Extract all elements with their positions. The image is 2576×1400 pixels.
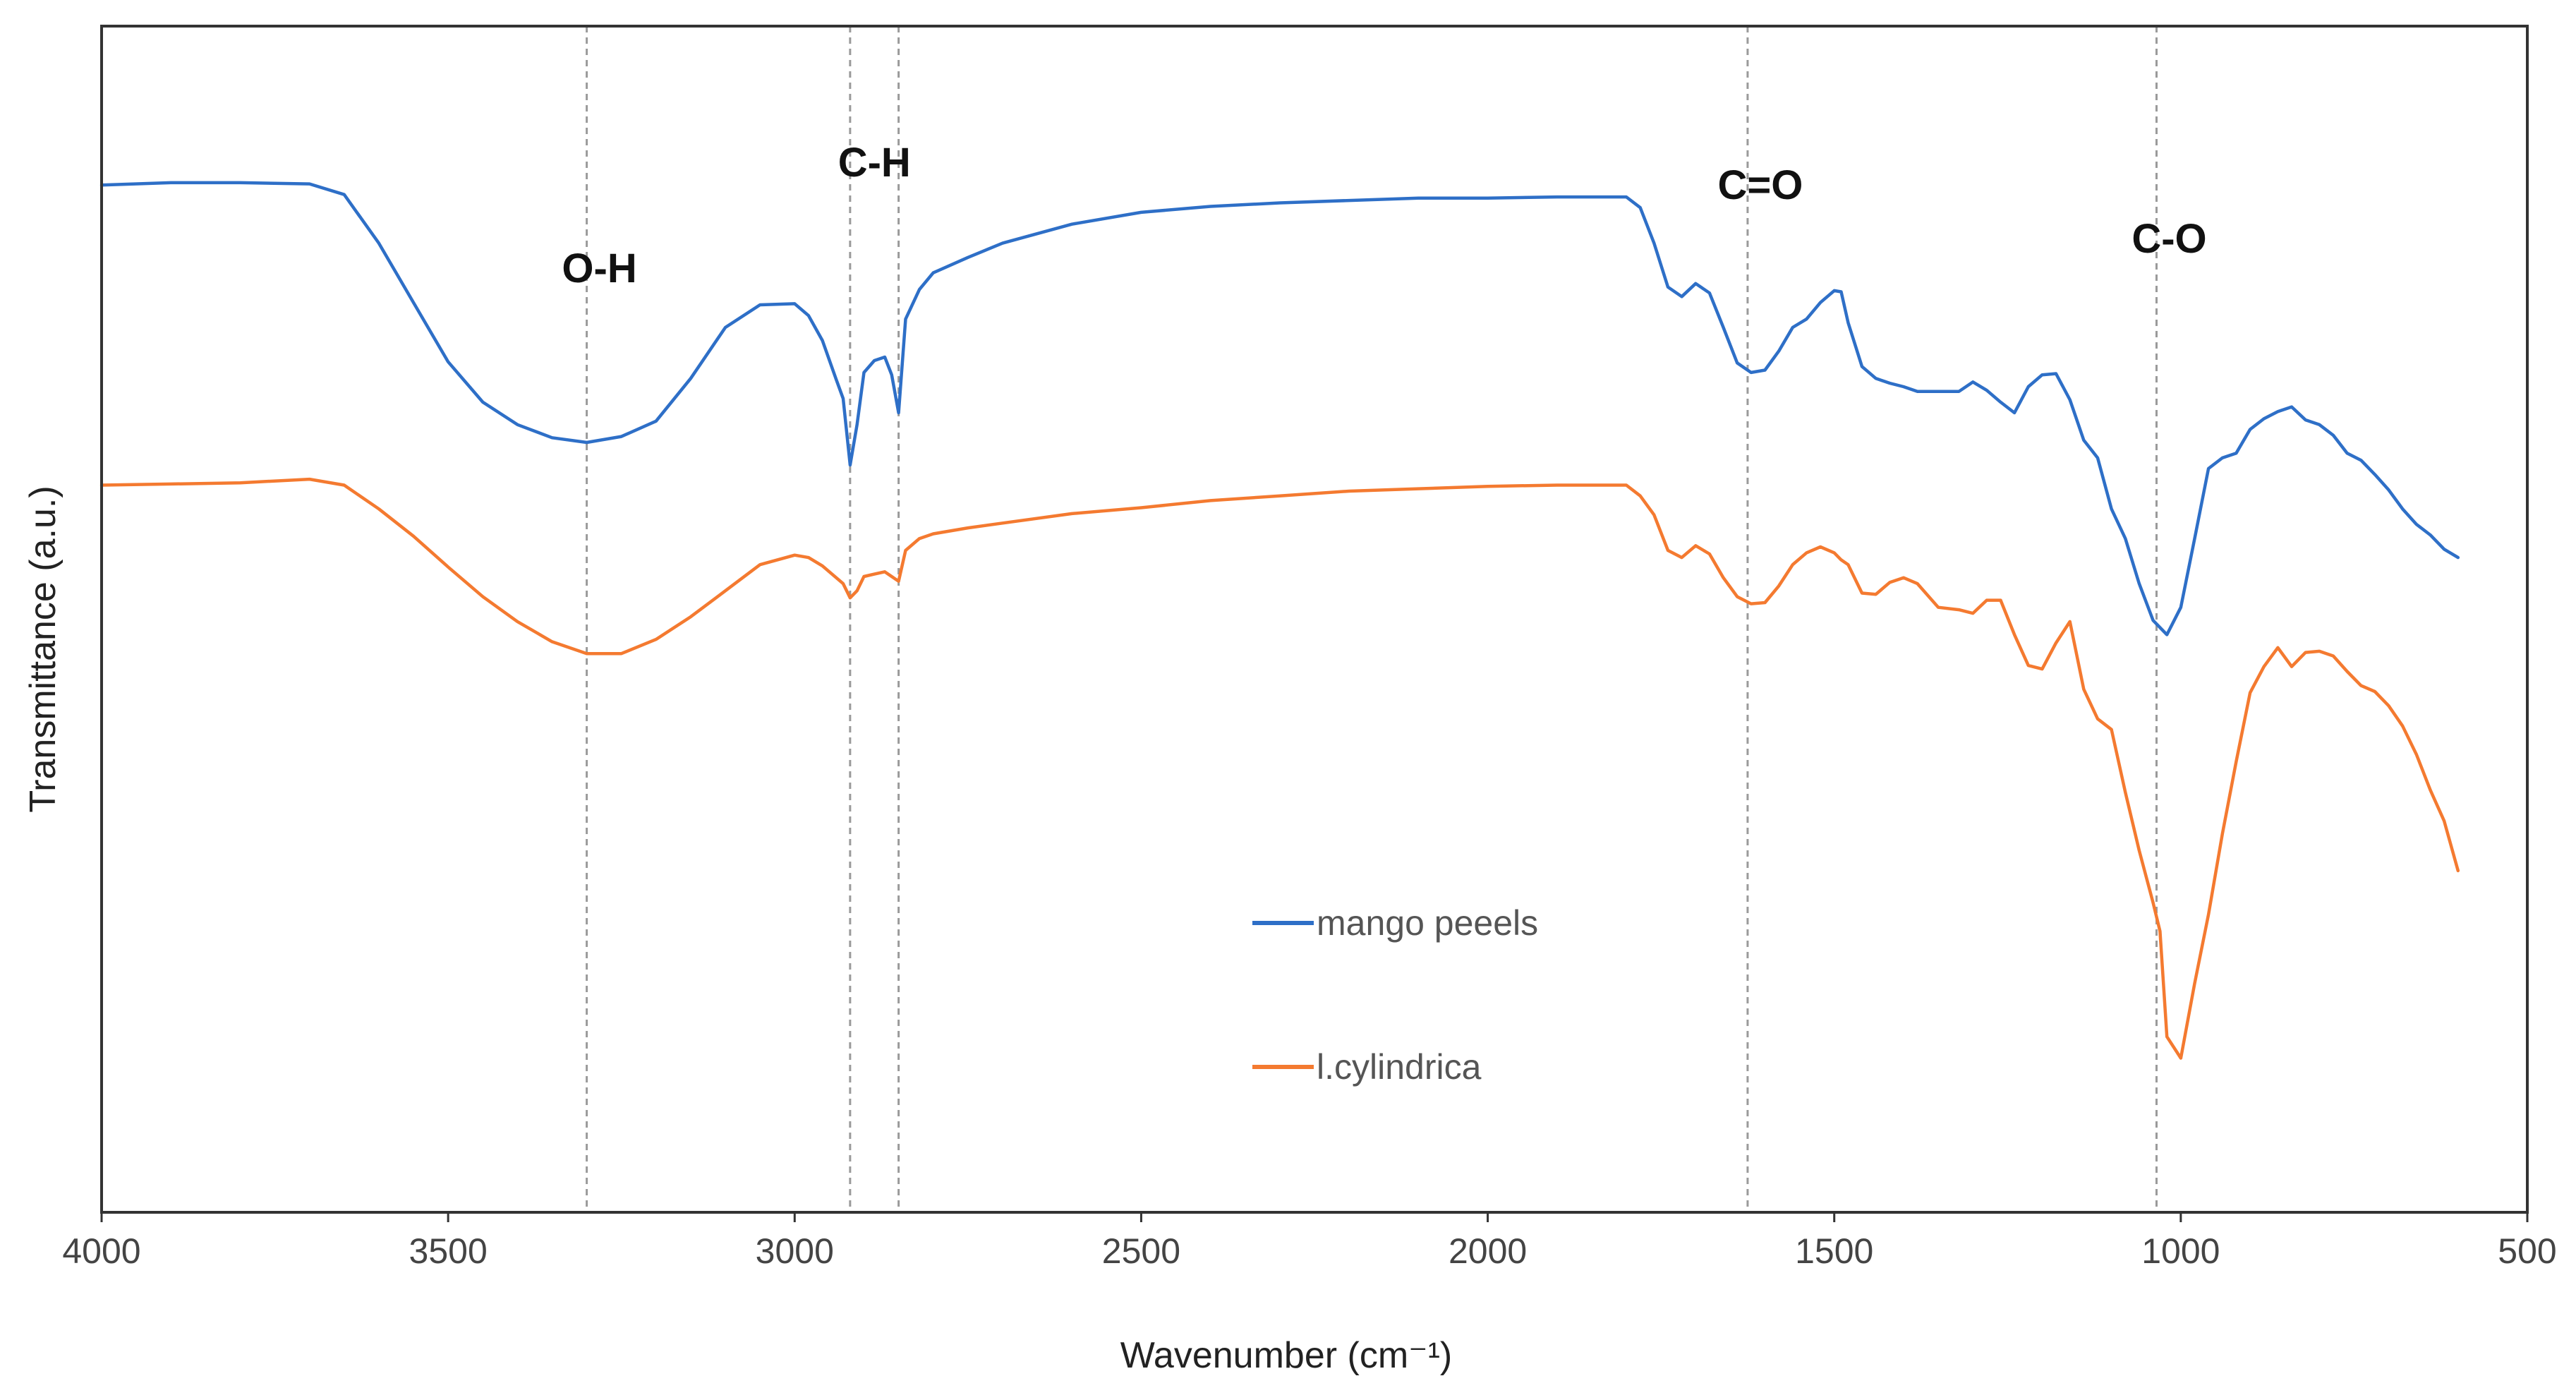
x-tick-label: 1000 bbox=[2141, 1231, 2220, 1271]
band-label: O-H bbox=[562, 246, 636, 291]
band-guides bbox=[586, 26, 2158, 1212]
series-line bbox=[99, 181, 2460, 636]
x-tick-label: 3000 bbox=[756, 1231, 834, 1271]
band-label: C-H bbox=[838, 140, 911, 186]
x-axis-title: Wavenumber (cm⁻¹) bbox=[1120, 1335, 1452, 1376]
legend-label: l.cylindrica bbox=[1317, 1047, 1482, 1087]
series-lines bbox=[99, 181, 2460, 1060]
legend: mango peeels l.cylindrica bbox=[1252, 903, 1538, 1087]
x-tick-label: 1500 bbox=[1795, 1231, 1873, 1271]
x-tick-label: 3500 bbox=[409, 1231, 488, 1271]
series-line bbox=[99, 477, 2460, 1060]
band-label: C-O bbox=[2131, 216, 2206, 262]
band-labels: O-H C-H C=O C-O bbox=[562, 140, 2206, 291]
legend-label: mango peeels bbox=[1317, 903, 1538, 943]
plot-frame bbox=[100, 25, 2529, 1214]
x-axis: 4000 3500 3000 2500 2000 1500 1000 500 bbox=[62, 1212, 2557, 1271]
x-tick-label: 500 bbox=[2498, 1231, 2556, 1271]
y-axis-title: Transmittance (a.u.) bbox=[23, 485, 64, 812]
x-tick-label: 2000 bbox=[1449, 1231, 1527, 1271]
x-tick-label: 2500 bbox=[1102, 1231, 1180, 1271]
x-tick-label: 4000 bbox=[62, 1231, 140, 1271]
band-label: C=O bbox=[1717, 162, 1803, 208]
